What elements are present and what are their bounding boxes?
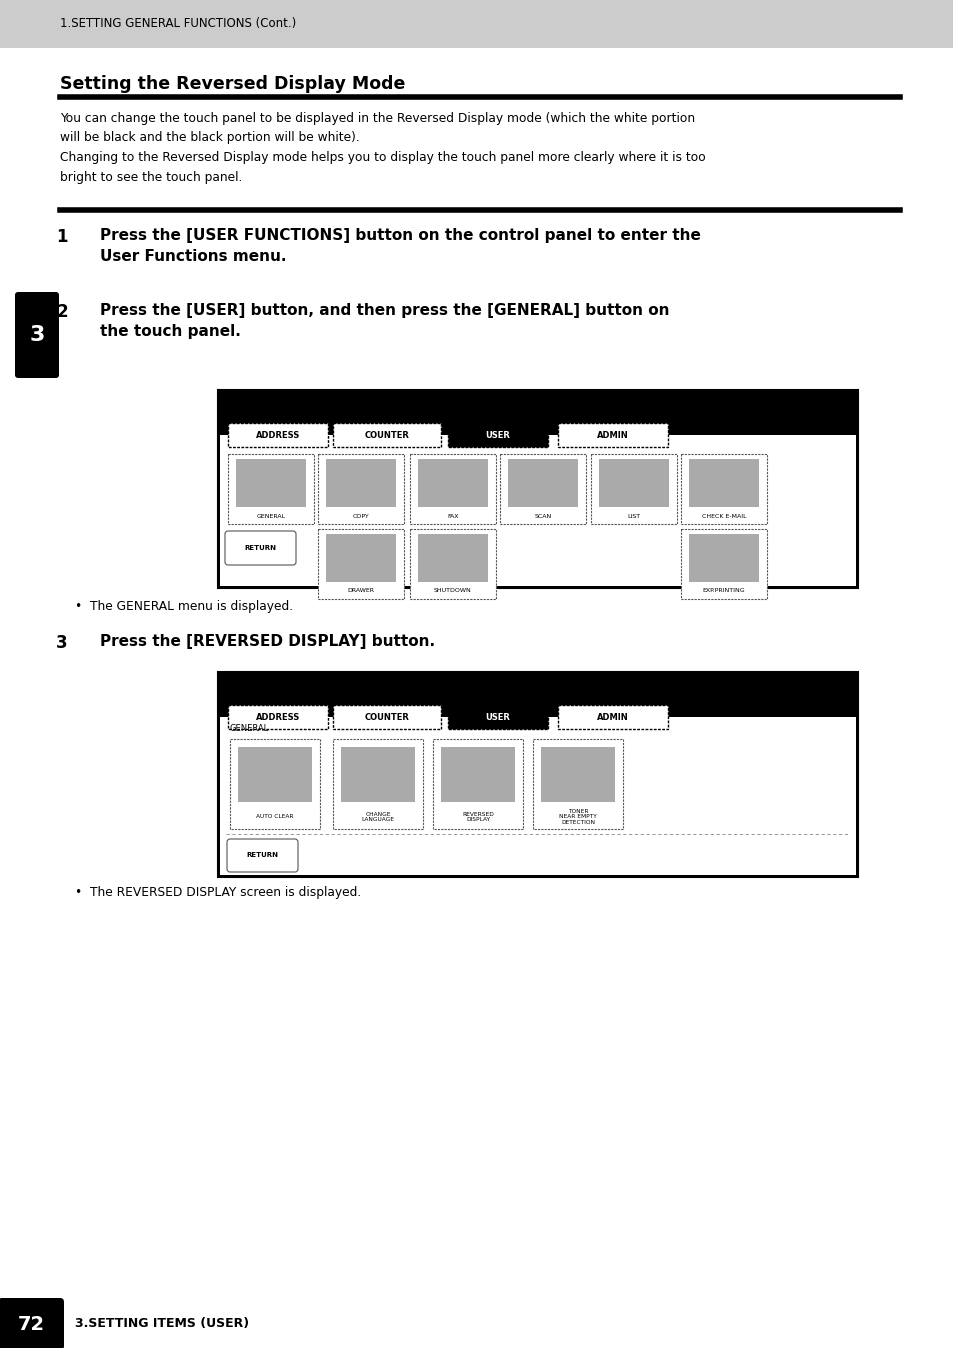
- Bar: [448, 705, 547, 729]
- Bar: [326, 460, 395, 507]
- Bar: [235, 460, 306, 507]
- Text: RETURN: RETURN: [244, 545, 275, 551]
- Text: 3: 3: [30, 325, 45, 345]
- Text: 72: 72: [17, 1314, 45, 1333]
- Text: CHANGE
LANGUAGE: CHANGE LANGUAGE: [361, 811, 395, 822]
- Text: USER: USER: [485, 430, 510, 439]
- Bar: [317, 528, 403, 599]
- Bar: [228, 423, 328, 448]
- Text: •  The GENERAL menu is displayed.: • The GENERAL menu is displayed.: [75, 600, 293, 613]
- Text: 3.SETTING ITEMS (USER): 3.SETTING ITEMS (USER): [75, 1317, 249, 1330]
- Text: COPY: COPY: [353, 514, 369, 519]
- Text: LIST: LIST: [627, 514, 639, 519]
- Text: SHUTDOWN: SHUTDOWN: [434, 589, 472, 593]
- Bar: [680, 528, 766, 599]
- Bar: [417, 534, 488, 582]
- Bar: [326, 534, 395, 582]
- Text: AUTO CLEAR: AUTO CLEAR: [256, 814, 294, 820]
- Text: TONER
NEAR EMPTY
DETECTION: TONER NEAR EMPTY DETECTION: [558, 809, 597, 825]
- Text: ADMIN: ADMIN: [597, 713, 628, 721]
- Bar: [417, 460, 488, 507]
- FancyBboxPatch shape: [15, 293, 59, 377]
- Bar: [333, 423, 440, 448]
- Text: ADDRESS: ADDRESS: [255, 713, 300, 721]
- Bar: [433, 739, 522, 829]
- Bar: [688, 534, 759, 582]
- Text: DRAWER: DRAWER: [347, 589, 375, 593]
- Bar: [220, 435, 855, 586]
- Bar: [507, 460, 578, 507]
- Text: COUNTER: COUNTER: [364, 713, 409, 721]
- Bar: [410, 528, 496, 599]
- Bar: [598, 460, 668, 507]
- Text: EXP.PRINTING: EXP.PRINTING: [702, 589, 744, 593]
- Bar: [533, 739, 622, 829]
- Text: CHECK E-MAIL: CHECK E-MAIL: [701, 514, 745, 519]
- Bar: [220, 717, 855, 875]
- Text: 2: 2: [56, 303, 68, 321]
- Text: GENERAL: GENERAL: [230, 724, 269, 733]
- Text: SCAN: SCAN: [534, 514, 551, 519]
- Text: 3: 3: [56, 634, 68, 652]
- Text: Press the [REVERSED DISPLAY] button.: Press the [REVERSED DISPLAY] button.: [100, 634, 435, 648]
- Text: REVERSED
DISPLAY: REVERSED DISPLAY: [461, 811, 494, 822]
- Bar: [228, 454, 314, 524]
- Text: Press the [USER] button, and then press the [GENERAL] button on
the touch panel.: Press the [USER] button, and then press …: [100, 303, 669, 338]
- Bar: [220, 674, 855, 717]
- Bar: [410, 454, 496, 524]
- Bar: [340, 747, 415, 802]
- Text: 1.SETTING GENERAL FUNCTIONS (Cont.): 1.SETTING GENERAL FUNCTIONS (Cont.): [60, 18, 296, 31]
- Bar: [590, 454, 677, 524]
- Text: 1: 1: [56, 228, 68, 245]
- Text: RETURN: RETURN: [246, 852, 277, 857]
- Text: Press the [USER FUNCTIONS] button on the control panel to enter the
User Functio: Press the [USER FUNCTIONS] button on the…: [100, 228, 700, 264]
- Bar: [440, 747, 515, 802]
- Bar: [688, 460, 759, 507]
- Text: USER: USER: [485, 713, 510, 721]
- Bar: [540, 747, 615, 802]
- Text: Setting the Reversed Display Mode: Setting the Reversed Display Mode: [60, 75, 405, 93]
- Bar: [448, 423, 547, 448]
- Bar: [218, 673, 857, 878]
- Text: COUNTER: COUNTER: [364, 430, 409, 439]
- FancyBboxPatch shape: [227, 838, 297, 872]
- Text: •  The REVERSED DISPLAY screen is displayed.: • The REVERSED DISPLAY screen is display…: [75, 886, 361, 899]
- Bar: [333, 705, 440, 729]
- Bar: [237, 747, 312, 802]
- Bar: [558, 705, 667, 729]
- Text: ADMIN: ADMIN: [597, 430, 628, 439]
- FancyBboxPatch shape: [0, 1298, 64, 1348]
- Bar: [317, 454, 403, 524]
- Bar: [499, 454, 585, 524]
- Bar: [333, 739, 422, 829]
- Bar: [680, 454, 766, 524]
- Bar: [230, 739, 319, 829]
- Bar: [218, 390, 857, 588]
- Bar: [0, 0, 953, 49]
- Text: FAX: FAX: [447, 514, 458, 519]
- FancyBboxPatch shape: [225, 531, 295, 565]
- Bar: [220, 392, 855, 435]
- Text: You can change the touch panel to be displayed in the Reversed Display mode (whi: You can change the touch panel to be dis…: [60, 112, 705, 183]
- Text: ADDRESS: ADDRESS: [255, 430, 300, 439]
- Bar: [558, 423, 667, 448]
- Bar: [0, 1299, 953, 1348]
- Bar: [228, 705, 328, 729]
- Text: GENERAL: GENERAL: [256, 514, 285, 519]
